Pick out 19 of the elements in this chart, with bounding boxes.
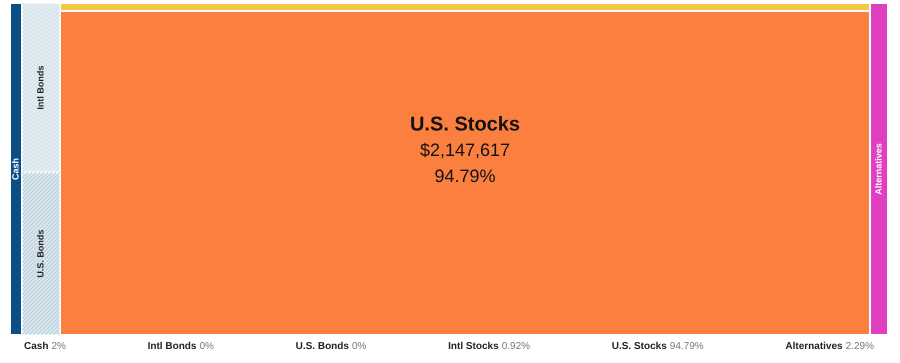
category-label: Intl Bonds [35, 66, 46, 110]
category-label: Cash [24, 340, 48, 352]
category-label: Alternatives [873, 143, 884, 195]
text: $2,147,617 [420, 140, 510, 160]
data-label: 0% [199, 340, 214, 352]
data-label: 94.79% [670, 340, 704, 352]
data-label: 2% [51, 340, 66, 352]
category-label: U.S. Stocks [410, 114, 520, 136]
category-label: Intl Stocks [448, 340, 499, 352]
category-label: U.S. Bonds [296, 340, 349, 352]
data-label: 2.29% [846, 340, 874, 352]
category-label: Cash [10, 158, 20, 180]
category-label: U.S. Bonds [35, 230, 46, 278]
category-label: U.S. Stocks [612, 340, 667, 352]
data-label: 0% [352, 340, 366, 352]
category-label: Alternatives [785, 340, 843, 352]
text: 94.79% [434, 166, 496, 186]
category-label: Intl Bonds [148, 340, 196, 352]
data-label: 0.92% [502, 340, 530, 352]
